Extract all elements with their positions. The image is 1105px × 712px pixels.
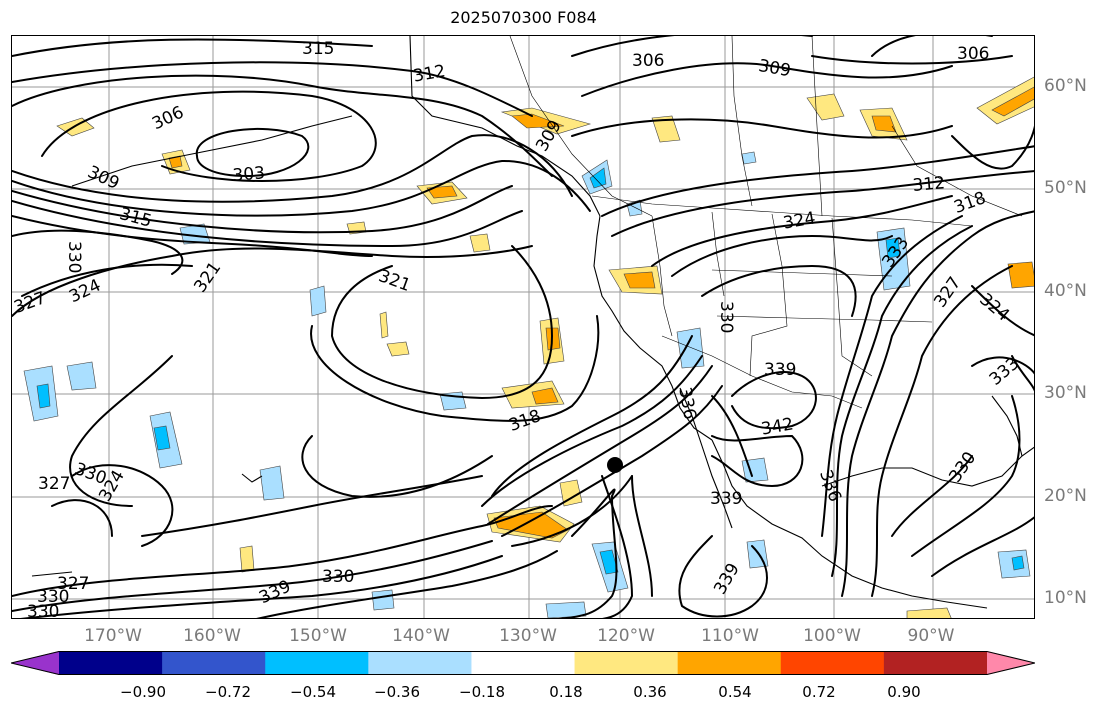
positive-patch	[379, 311, 389, 339]
positive-patch	[493, 511, 569, 539]
colorbar-over-triangle	[987, 651, 1035, 675]
negative-patch	[309, 285, 327, 317]
negative-patch	[66, 361, 97, 391]
negative-patch	[1011, 555, 1025, 571]
lon-label: 150°W	[289, 626, 347, 646]
negative-patch	[36, 383, 51, 409]
negative-patch	[876, 227, 911, 291]
negative-patch	[259, 465, 285, 501]
colorbar-segment	[780, 651, 885, 675]
lon-label: 90°W	[907, 626, 955, 646]
lon-label: 120°W	[597, 626, 655, 646]
lat-label: 60°N	[1044, 76, 1087, 96]
colorbar-segment	[368, 651, 472, 675]
negative-patch	[741, 457, 769, 483]
map-panel: 315 312 306 309 306 306 303 309 309 312 318 315 324 3…	[11, 35, 1035, 619]
lon-label: 170°W	[84, 626, 142, 646]
positive-patch	[545, 327, 561, 351]
lon-label: 100°W	[803, 626, 861, 646]
colorbar	[11, 651, 1035, 675]
lat-label: 10°N	[1044, 588, 1087, 608]
lat-label: 40°N	[1044, 281, 1087, 301]
negative-patch	[599, 549, 619, 575]
colorbar-label: 0.90	[887, 683, 921, 701]
positive-patch	[511, 113, 565, 129]
positive-patch	[906, 607, 952, 618]
lat-label: 20°N	[1044, 486, 1087, 506]
colorbar-label: 0.72	[802, 683, 836, 701]
colorbar-label: −0.18	[459, 683, 505, 701]
negative-patch	[741, 151, 757, 165]
positive-patch	[806, 93, 845, 121]
colorbar-label: 0.54	[718, 683, 752, 701]
colorbar-segment	[677, 651, 782, 675]
positive-patch	[386, 341, 410, 357]
negative-patch	[885, 237, 901, 259]
positive-patch	[1007, 261, 1034, 289]
colorbar-label: 0.36	[633, 683, 667, 701]
location-marker	[607, 457, 623, 473]
lat-label: 30°N	[1044, 383, 1087, 403]
positive-patch	[559, 479, 583, 507]
colorbar-segment	[162, 651, 266, 675]
positive-patch	[651, 115, 681, 143]
colorbar-segment	[471, 651, 576, 675]
lon-label: 110°W	[701, 626, 759, 646]
shaded-anomalies	[23, 76, 1034, 618]
colorbar-label: −0.54	[290, 683, 336, 701]
negative-patch	[153, 425, 171, 451]
map-canvas	[12, 36, 1034, 618]
colorbar-segment	[265, 651, 369, 675]
colorbar-label: −0.72	[205, 683, 251, 701]
colorbar-segment	[883, 651, 988, 675]
positive-patch	[623, 271, 656, 289]
colorbar-label: 0.18	[549, 683, 583, 701]
graticule	[12, 36, 1034, 618]
colorbar-label: −0.90	[120, 683, 166, 701]
lon-label: 140°W	[392, 626, 450, 646]
political-borders	[509, 36, 1023, 409]
negative-patch	[371, 589, 395, 611]
positive-patch	[239, 545, 255, 573]
colorbar-label: −0.36	[374, 683, 420, 701]
colorbar-segment	[59, 651, 163, 675]
negative-patch	[676, 327, 705, 369]
positive-patch	[976, 76, 1034, 125]
height-contours	[12, 36, 1034, 618]
colorbar-outline	[11, 651, 1035, 675]
colorbar-under-triangle	[11, 651, 59, 675]
positive-patch	[426, 185, 458, 199]
lon-label: 160°W	[183, 626, 241, 646]
lat-label: 50°N	[1044, 178, 1087, 198]
positive-patch	[991, 86, 1034, 117]
positive-patch	[531, 387, 559, 405]
colorbar-segment	[574, 651, 679, 675]
negative-patch	[545, 601, 587, 618]
positive-patch	[469, 233, 491, 253]
lon-label: 130°W	[499, 626, 557, 646]
negative-patch	[589, 167, 607, 189]
map-title: 2025070300 F084	[450, 8, 597, 27]
